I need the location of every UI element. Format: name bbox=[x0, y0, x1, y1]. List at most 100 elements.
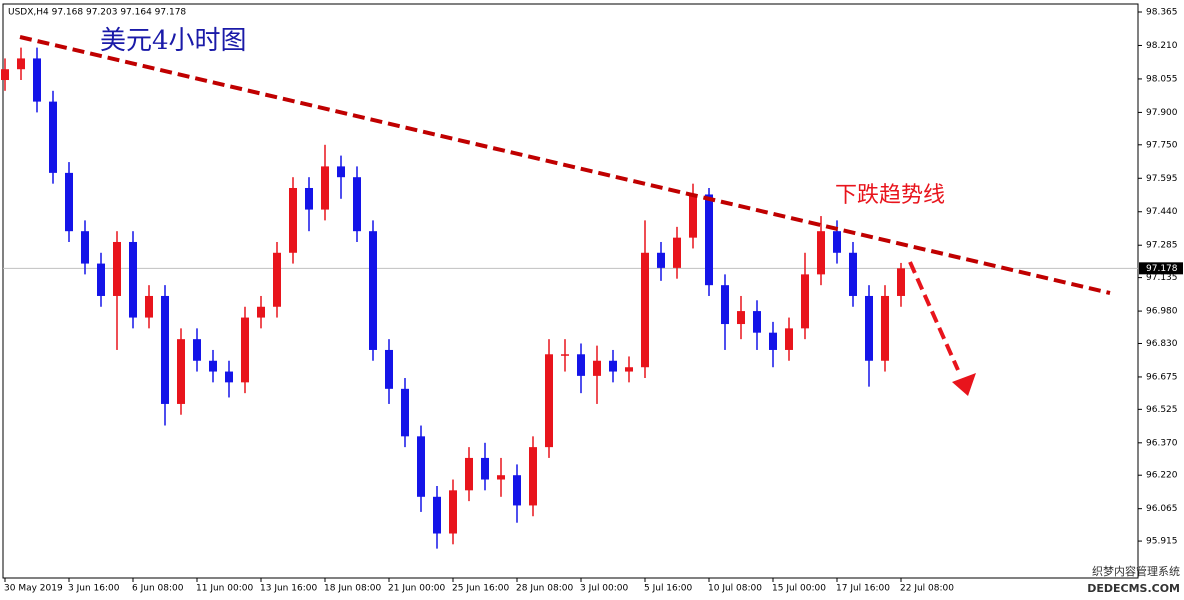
watermark: DEDECMS.COM bbox=[1087, 582, 1180, 595]
x-tick-label: 22 Jul 08:00 bbox=[900, 584, 954, 594]
y-tick-label: 97.595 bbox=[1146, 174, 1178, 184]
candle-body bbox=[625, 367, 633, 372]
annotation: 美元4小时图 bbox=[100, 26, 247, 56]
candle-body bbox=[481, 457, 489, 480]
current-price-label: 97.178 bbox=[1146, 264, 1178, 274]
candle-body bbox=[865, 295, 873, 361]
candle-body bbox=[753, 311, 761, 333]
x-tick-label: 17 Jul 16:00 bbox=[836, 584, 890, 594]
candle-body bbox=[177, 339, 185, 404]
candle-body bbox=[81, 231, 89, 264]
y-tick-label: 97.135 bbox=[1146, 273, 1178, 283]
candle-body bbox=[113, 241, 121, 296]
candle-body bbox=[257, 306, 265, 318]
candle-body bbox=[785, 328, 793, 350]
y-tick-label: 96.675 bbox=[1146, 372, 1178, 382]
candle-body bbox=[241, 317, 249, 383]
current-price-box bbox=[1139, 262, 1183, 275]
y-tick-label: 96.525 bbox=[1146, 405, 1178, 415]
candle-body bbox=[289, 187, 297, 253]
candle-body bbox=[673, 237, 681, 268]
candle-body bbox=[193, 339, 201, 361]
candle-body bbox=[593, 360, 601, 376]
x-tick-label: 3 Jun 16:00 bbox=[68, 584, 120, 594]
x-tick-label: 30 May 2019 bbox=[4, 584, 63, 594]
candle-body bbox=[385, 349, 393, 389]
x-tick-label: 28 Jun 08:00 bbox=[516, 584, 573, 594]
candle-body bbox=[273, 252, 281, 307]
candle-body bbox=[801, 274, 809, 329]
candle-body bbox=[689, 194, 697, 238]
candle-body bbox=[145, 295, 153, 318]
y-tick-label: 98.210 bbox=[1146, 41, 1178, 51]
x-tick-label: 6 Jun 08:00 bbox=[132, 584, 184, 594]
candle-body bbox=[561, 354, 569, 356]
x-tick-label: 25 Jun 16:00 bbox=[452, 584, 509, 594]
y-tick-label: 96.830 bbox=[1146, 339, 1178, 349]
candle-body bbox=[17, 58, 25, 70]
candle-body bbox=[513, 475, 521, 506]
x-tick-label: 11 Jun 00:00 bbox=[196, 584, 253, 594]
candle-body bbox=[337, 166, 345, 178]
x-tick-label: 3 Jul 00:00 bbox=[580, 584, 629, 594]
plot-frame bbox=[2, 3, 1139, 579]
candle-body bbox=[657, 252, 665, 268]
candle-body bbox=[49, 101, 57, 173]
candle-body bbox=[817, 231, 825, 275]
candle-body bbox=[833, 231, 841, 253]
candle-body bbox=[737, 311, 745, 325]
x-tick-label: 13 Jun 16:00 bbox=[260, 584, 317, 594]
arrow-shaft bbox=[908, 261, 960, 371]
x-tick-label: 15 Jul 00:00 bbox=[772, 584, 826, 594]
candle-body bbox=[641, 252, 649, 368]
candle-body bbox=[161, 295, 169, 404]
candle-body bbox=[65, 172, 73, 232]
y-tick-label: 98.365 bbox=[1146, 7, 1178, 17]
y-tick-label: 96.220 bbox=[1146, 471, 1178, 481]
candle-body bbox=[497, 475, 505, 480]
y-tick-label: 97.750 bbox=[1146, 140, 1178, 150]
candle-body bbox=[881, 295, 889, 361]
candle-body bbox=[449, 490, 457, 534]
x-tick-label: 5 Jul 16:00 bbox=[644, 584, 693, 594]
candle-body bbox=[129, 241, 137, 318]
candle-body bbox=[369, 231, 377, 350]
candle-body bbox=[401, 388, 409, 437]
y-tick-label: 95.915 bbox=[1146, 537, 1178, 547]
y-tick-label: 97.285 bbox=[1146, 241, 1178, 251]
arrow-head bbox=[952, 373, 976, 396]
candle-body bbox=[33, 58, 41, 102]
y-tick-label: 97.440 bbox=[1146, 207, 1178, 217]
candle-body bbox=[353, 177, 361, 232]
y-tick-label: 98.055 bbox=[1146, 74, 1178, 84]
candle-body bbox=[609, 360, 617, 372]
y-tick-label: 97.900 bbox=[1146, 108, 1178, 118]
candle-body bbox=[305, 187, 313, 210]
x-tick-label: 18 Jun 08:00 bbox=[324, 584, 381, 594]
y-tick-label: 96.980 bbox=[1146, 307, 1178, 317]
candle-body bbox=[1, 69, 9, 81]
candle-body bbox=[769, 332, 777, 350]
candle-body bbox=[321, 166, 329, 210]
trend-label: 下跌趋势线 bbox=[835, 183, 945, 208]
candle-body bbox=[705, 194, 713, 286]
candle-body bbox=[417, 436, 425, 497]
candle-body bbox=[577, 354, 585, 376]
candle-body bbox=[465, 457, 473, 491]
trend-line bbox=[19, 35, 1111, 295]
candle-body bbox=[897, 268, 905, 296]
x-tick-label: 21 Jun 00:00 bbox=[388, 584, 445, 594]
candle-body bbox=[721, 285, 729, 325]
candle-body bbox=[545, 354, 553, 448]
candle-body bbox=[849, 252, 857, 296]
candle-body bbox=[209, 360, 217, 372]
candle-body bbox=[529, 447, 537, 506]
candle-body bbox=[433, 496, 441, 534]
chart-title: USDX,H4 97.168 97.203 97.164 97.178 bbox=[8, 8, 186, 18]
candle-body bbox=[225, 371, 233, 383]
y-tick-label: 96.370 bbox=[1146, 438, 1178, 448]
watermark: 织梦内容管理系统 bbox=[1092, 564, 1180, 578]
x-tick-label: 10 Jul 08:00 bbox=[708, 584, 762, 594]
y-tick-label: 96.065 bbox=[1146, 504, 1178, 514]
